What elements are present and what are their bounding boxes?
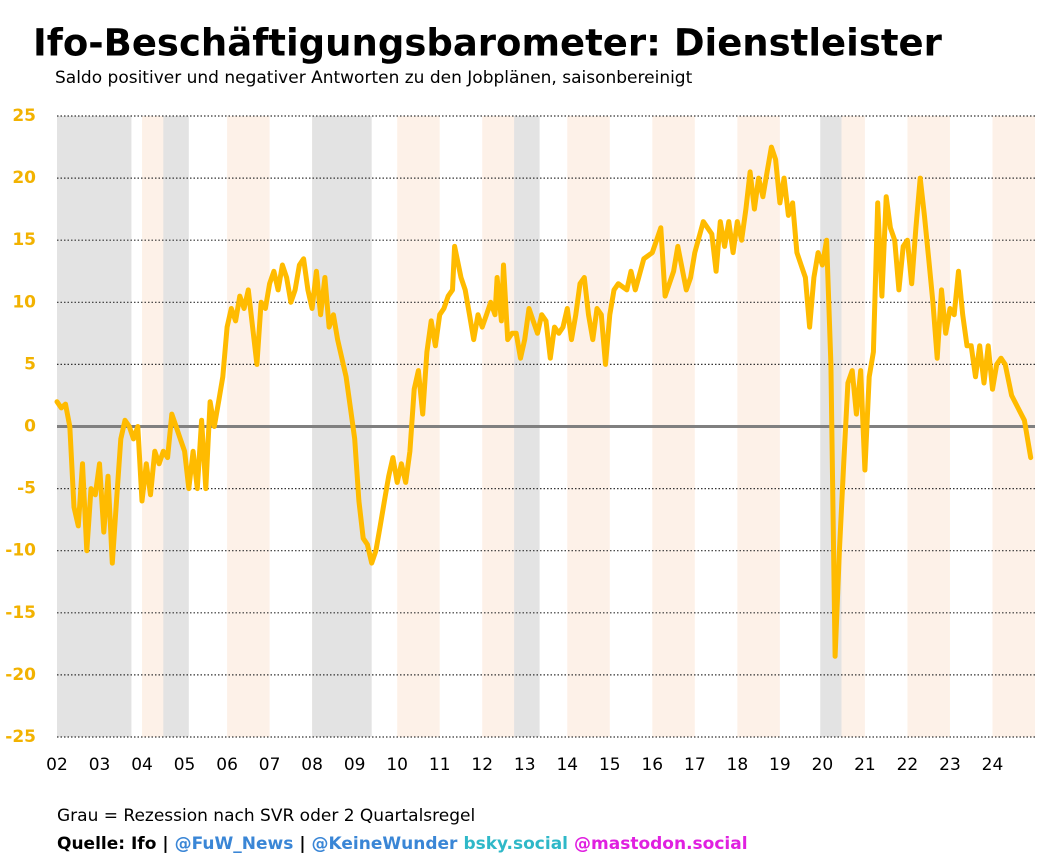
y-tick-label: 10 [12,292,36,312]
x-tick-label: 23 [939,755,961,775]
x-tick-label: 13 [514,755,536,775]
x-tick-label: 21 [854,755,876,775]
source-part: Quelle: Ifo [57,834,157,854]
x-tick-label: 07 [259,755,281,775]
x-tick-label: 20 [812,755,834,775]
x-tick-label: 16 [641,755,663,775]
y-tick-label: 25 [12,106,36,126]
x-tick-label: 08 [301,755,323,775]
x-tick-label: 18 [727,755,749,775]
x-tick-label: 24 [982,755,1004,775]
x-tick-label: 02 [46,755,68,775]
x-tick-label: 03 [89,755,111,775]
x-tick-label: 11 [429,755,451,775]
x-tick-label: 05 [174,755,196,775]
chart-title: Ifo-Beschäftigungsbarometer: Dienstleist… [33,22,943,65]
y-tick-label: -20 [5,665,36,685]
source-part: | [299,834,306,854]
x-tick-label: 10 [386,755,408,775]
x-tick-label: 12 [471,755,493,775]
y-tick-label: -15 [5,603,36,623]
line-layer [54,144,1034,659]
note: Grau = Rezession nach SVR oder 2 Quartal… [57,806,476,826]
source-part: @FuW_News [174,834,294,854]
y-tick-label: -10 [5,541,36,561]
y-tick-label: -5 [17,479,36,499]
x-tick-label: 09 [344,755,366,775]
x-tick-label: 15 [599,755,621,775]
y-tick-label: 5 [24,354,36,374]
chart: Ifo-Beschäftigungsbarometer: Dienstleist… [5,22,1035,775]
x-tick-label: 14 [556,755,578,775]
x-tick-label: 06 [216,755,238,775]
y-tick-label: 0 [24,417,36,437]
x-tick-label: 17 [684,755,706,775]
source-part: bsky.social [463,834,569,854]
y-tick-label: -25 [5,727,36,747]
x-tick-label: 22 [897,755,919,775]
chart-subtitle: Saldo positiver und negativer Antworten … [55,68,693,88]
source-part: @mastodon.social [574,834,748,854]
data-line [54,144,1034,659]
y-tick-label: 15 [12,230,36,250]
y-tick-label: 20 [12,168,36,188]
x-tick-label: 19 [769,755,791,775]
source-part: | [162,834,169,854]
source-part: @KeineWunder [311,834,458,854]
x-tick-label: 04 [131,755,153,775]
source: Quelle: Ifo | @FuW_News | @KeineWunder bsky.s… [57,834,754,854]
